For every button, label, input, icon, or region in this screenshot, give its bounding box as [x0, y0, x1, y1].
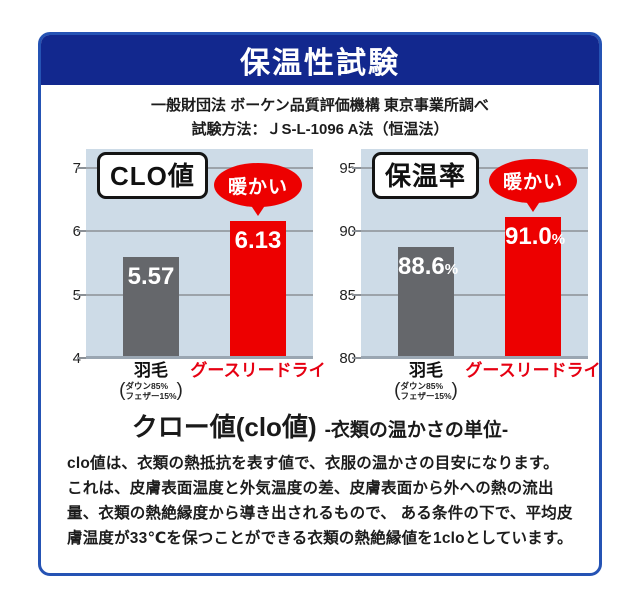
chart-title-badge: CLO値 [97, 152, 208, 199]
paren-open: ( [394, 380, 401, 401]
bar-羽毛: 5.57 [123, 256, 179, 356]
test-source-block: 一般財団法 ボーケン品質評価機構 東京事業所調べ 試験方法：ＪS-L-1096 … [41, 85, 599, 142]
bar-value-label: 91.0% [505, 222, 566, 250]
y-tick-mark [352, 167, 361, 169]
y-tick-label: 6 [53, 224, 81, 239]
clo-heading-main: クロー値(clo値) [131, 412, 317, 442]
y-tick-mark [77, 293, 86, 296]
note-lines: ダウン85% フェザー15% [400, 381, 452, 401]
clo-heading-sub: -衣類の温かさの単位- [324, 420, 509, 441]
test-method: 試験方法：ＪS-L-1096 A法（恒温法） [191, 121, 449, 138]
percent-sign: % [551, 230, 566, 248]
clo-section-heading: クロー値(clo値) -衣類の温かさの単位- [41, 407, 599, 444]
y-tick-mark [352, 357, 361, 359]
warm-annotation-bubble: 暖かい [214, 163, 302, 217]
bubble-tail [525, 199, 541, 212]
plot-area: CLO値 5.57 6.13 暖かい [77, 149, 313, 359]
page-title: 保温性試験 [240, 47, 400, 80]
y-tick-mark [77, 357, 86, 359]
bar-羽毛: 88.6% [398, 247, 459, 356]
x-category-label: 羽毛(ダウン85% フェザー15%) [394, 362, 458, 402]
y-tick-mark [77, 167, 86, 169]
y-tick-mark [352, 230, 361, 233]
warm-annotation-text: 暖かい [502, 172, 563, 194]
y-tick-label: 80 [339, 350, 356, 367]
y-tick-label: 90 [339, 223, 356, 241]
gridline [361, 293, 588, 296]
warm-annotation-text: 暖かい [227, 176, 288, 198]
note-lines: ダウン85% フェザー15% [125, 381, 177, 401]
plot-area: 保温率 88.6% 91.0% 暖かい [352, 149, 588, 359]
gridline [86, 293, 313, 296]
y-tick-mark [77, 230, 86, 233]
clo-description-text: clo値は、衣類の熱抵抗を表す値で、衣服の温かさの目安になります。 これは、皮膚… [67, 455, 573, 547]
test-organization: 一般財団法 ボーケン品質評価機構 東京事業所調べ [151, 97, 489, 114]
paren-close: ) [176, 380, 183, 401]
x-category-label: グースリードライ [465, 361, 601, 380]
category-name: グースリードライ [465, 361, 601, 380]
y-tick-label: 95 [339, 160, 356, 177]
chart-heat-retention: 95 90 85 80 保温率 88.6% 91.0% 暖かい 羽毛(ダウン85% フェザー… [327, 149, 599, 403]
y-axis: 95 90 85 80 [327, 149, 361, 366]
x-category-label: グースリードライ [190, 362, 325, 380]
category-name: グースリードライ [190, 361, 326, 380]
y-tick-label: 4 [53, 351, 81, 366]
insulation-test-card: 保温性試験 一般財団法 ボーケン品質評価機構 東京事業所調べ 試験方法：ＪS-L… [38, 32, 602, 576]
category-note: (ダウン85% フェザー15%) [119, 380, 183, 402]
gridline [361, 230, 588, 233]
category-name: 羽毛 [133, 361, 168, 380]
y-axis: 7 6 5 4 [52, 149, 86, 366]
y-tick-mark [352, 293, 361, 296]
paren-open: ( [119, 380, 126, 401]
y-tick-label: 85 [339, 286, 356, 304]
x-axis-labels: 羽毛(ダウン85% フェザー15%) グースリードライ [327, 359, 599, 403]
bubble-tail [250, 204, 266, 217]
category-note: (ダウン85% フェザー15%) [394, 380, 458, 402]
warm-annotation-bubble: 暖かい [489, 158, 577, 212]
card-header: 保温性試験 [41, 35, 599, 85]
bar-グースリードライ: 6.13 [230, 221, 286, 356]
x-axis-labels: 羽毛(ダウン85% フェザー15%) グースリードライ [52, 359, 325, 403]
percent-sign: % [444, 261, 459, 279]
bar-グースリードライ: 91.0% [505, 216, 566, 356]
y-tick-label: 5 [53, 288, 81, 303]
paren-close: ) [451, 380, 458, 401]
category-name: 羽毛 [408, 361, 443, 380]
x-category-label: 羽毛(ダウン85% フェザー15%) [119, 362, 183, 402]
chart-title-badge: 保温率 [372, 152, 480, 199]
bar-value-label: 6.13 [234, 227, 282, 255]
bar-value-label: 88.6% [398, 253, 459, 281]
y-tick-label: 7 [53, 161, 81, 176]
gridline [86, 230, 313, 233]
bar-value-label: 5.57 [127, 262, 175, 290]
